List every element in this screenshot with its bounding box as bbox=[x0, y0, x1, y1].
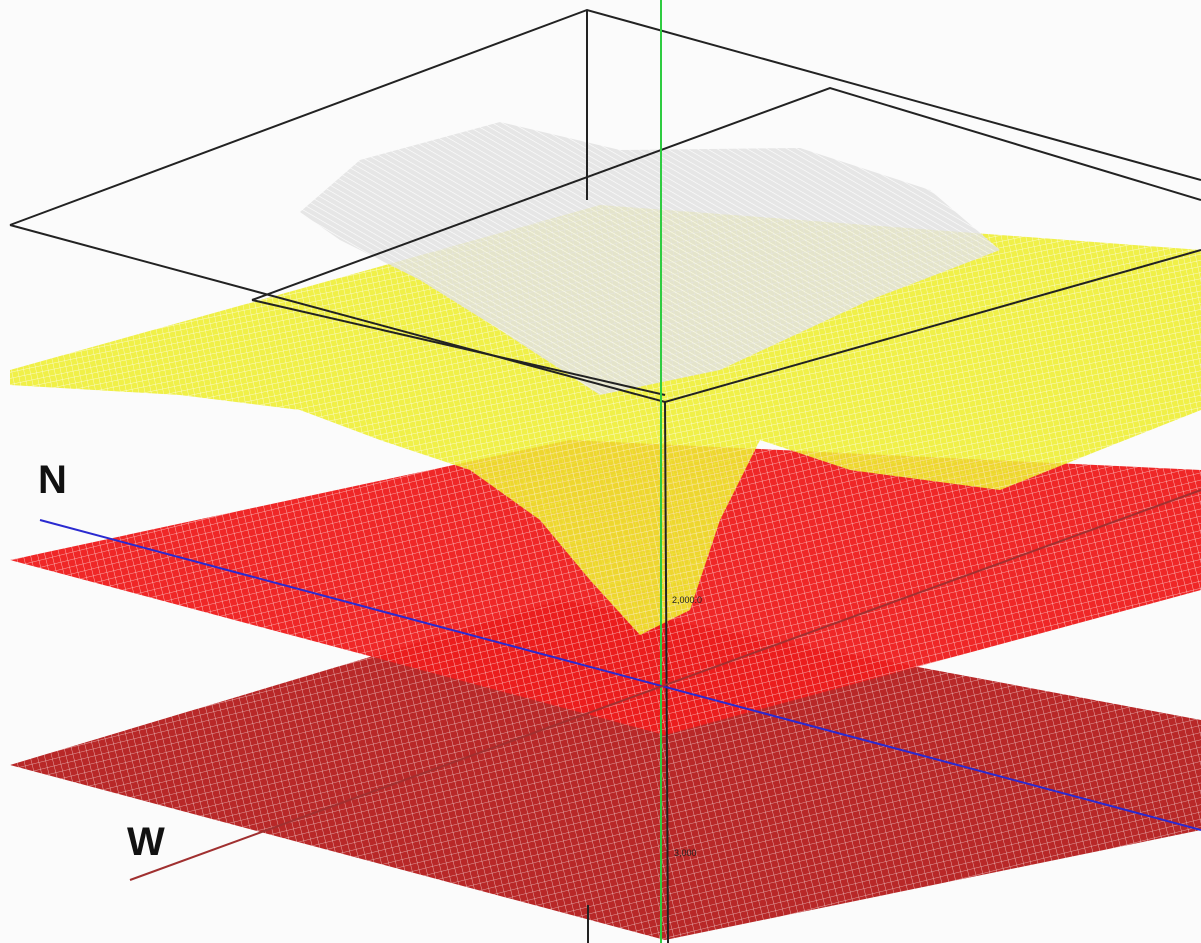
depth-label: 3,000 bbox=[674, 848, 697, 858]
north-axis bbox=[39, 519, 1201, 831]
depth-label: 2,000.0 bbox=[672, 595, 702, 605]
west-axis bbox=[129, 489, 1201, 881]
bottom-surface bbox=[10, 600, 1201, 940]
inner-box-edge bbox=[251, 299, 666, 396]
box-edge bbox=[664, 401, 669, 943]
bounding-box bbox=[9, 8, 1201, 943]
inner-box-edge bbox=[251, 86, 1201, 301]
top-surface bbox=[300, 122, 1000, 395]
west-label: W bbox=[127, 820, 165, 864]
north-label: N bbox=[38, 458, 67, 502]
